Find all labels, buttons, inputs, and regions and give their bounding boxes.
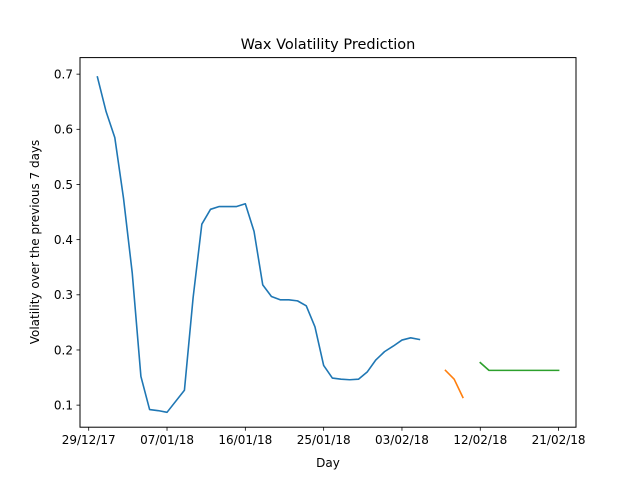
x-tick-label: 25/01/18 bbox=[297, 433, 351, 447]
y-tick-label: 0.1 bbox=[54, 398, 73, 412]
x-axis: 29/12/17 07/01/18 16/01/18 25/01/18 03/02/18… bbox=[62, 427, 586, 447]
y-tick-label: 0.4 bbox=[54, 233, 73, 247]
x-axis-label: Day bbox=[316, 456, 340, 470]
y-tick-label: 0.6 bbox=[54, 123, 73, 137]
y-tick-label: 0.3 bbox=[54, 288, 73, 302]
series-line-1 bbox=[96, 75, 421, 414]
x-tick-label: 12/02/18 bbox=[453, 433, 507, 447]
x-tick-label: 16/01/18 bbox=[218, 433, 272, 447]
series-line-3 bbox=[479, 361, 560, 372]
y-axis-label: Volatility over the previous 7 days bbox=[28, 140, 42, 345]
x-tick-label: 03/02/18 bbox=[375, 433, 429, 447]
x-tick-label: 07/01/18 bbox=[140, 433, 194, 447]
x-tick-label: 21/02/18 bbox=[532, 433, 586, 447]
chart-title: Wax Volatility Prediction bbox=[241, 37, 416, 53]
series-line-2 bbox=[444, 369, 464, 399]
plot-frame bbox=[79, 57, 577, 428]
y-axis: 0.1 0.2 0.3 0.4 0.5 0.6 0.7 bbox=[54, 67, 80, 412]
y-tick-label: 0.7 bbox=[54, 67, 73, 81]
y-tick-label: 0.2 bbox=[54, 343, 73, 357]
y-tick-label: 0.5 bbox=[54, 178, 73, 192]
series-layer bbox=[96, 75, 560, 414]
x-tick-label: 29/12/17 bbox=[62, 433, 116, 447]
